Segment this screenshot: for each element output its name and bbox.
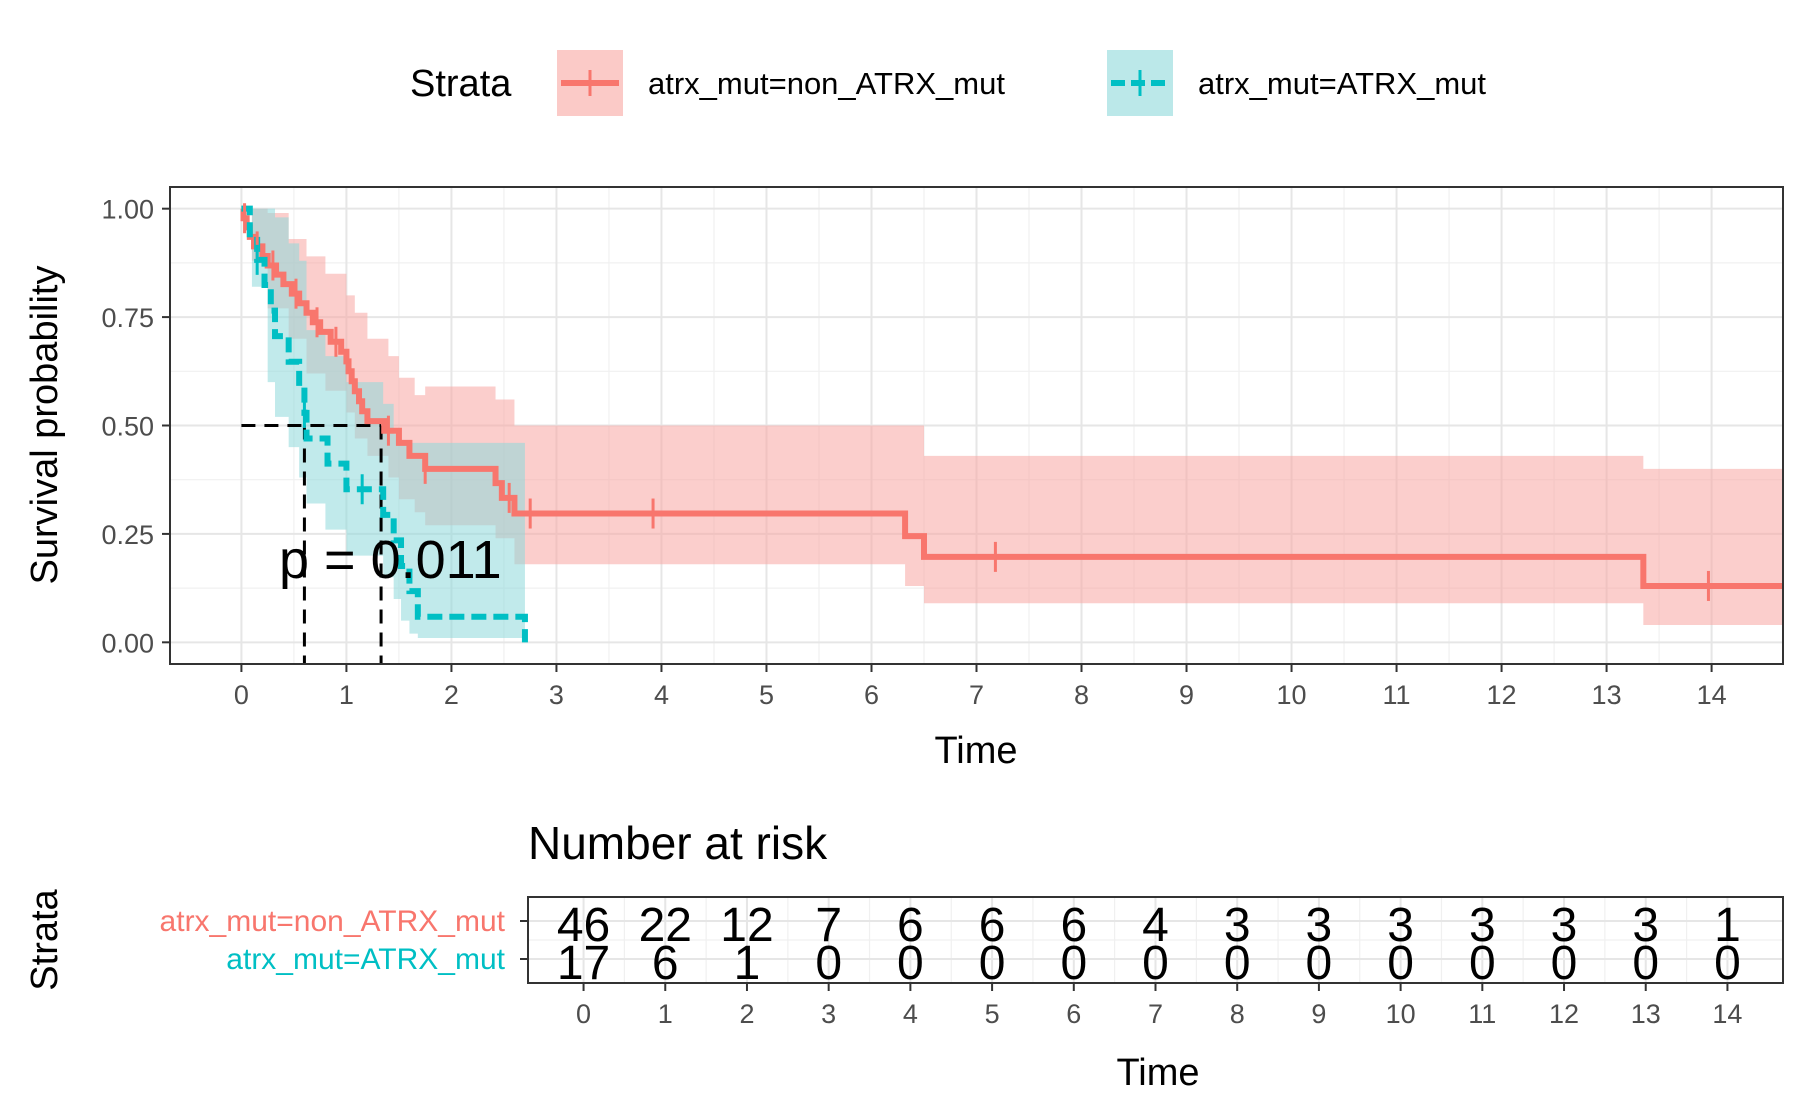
y-axis: 0.00 0.25 0.50 0.75 1.00 xyxy=(101,195,170,658)
censor-marks xyxy=(243,203,1710,601)
risk-value: 0 xyxy=(1387,937,1414,990)
confidence-band-non-atrx xyxy=(241,208,1784,625)
legend-title: Strata xyxy=(410,63,512,105)
risk-value: 12 xyxy=(720,899,773,952)
risk-value: 3 xyxy=(1306,899,1333,952)
x-tick-label: 10 xyxy=(1277,680,1307,710)
risk-x-tick-label: 11 xyxy=(1468,999,1496,1029)
risk-value: 3 xyxy=(1387,899,1414,952)
x-tick-label: 0 xyxy=(234,680,249,710)
risk-value: 0 xyxy=(979,937,1006,990)
risk-x-tick-label: 5 xyxy=(985,999,1000,1029)
risk-x-tick-label: 1 xyxy=(658,999,673,1029)
risk-x-tick-label: 2 xyxy=(739,999,754,1029)
risk-x-tick-label: 13 xyxy=(1631,999,1661,1029)
risk-value: 3 xyxy=(1551,899,1578,952)
x-tick-label: 5 xyxy=(759,680,774,710)
y-axis-title: Survival probability xyxy=(24,266,66,585)
x-axis-title: Time xyxy=(934,730,1017,772)
x-tick-label: 13 xyxy=(1592,680,1622,710)
risk-x-tick-label: 4 xyxy=(903,999,918,1029)
x-tick-label: 8 xyxy=(1074,680,1089,710)
median-survival-lines xyxy=(241,424,383,664)
risk-value: 3 xyxy=(1469,899,1496,952)
x-tick-label: 12 xyxy=(1487,680,1517,710)
risk-x-tick-label: 9 xyxy=(1311,999,1326,1029)
risk-row-label-atrx: atrx_mut=ATRX_mut xyxy=(226,943,505,976)
risk-value: 0 xyxy=(1060,937,1087,990)
risk-value: 0 xyxy=(1714,937,1741,990)
risk-value: 1 xyxy=(1714,899,1741,952)
y-tick-label: 0.50 xyxy=(101,412,154,442)
y-tick-label: 1.00 xyxy=(101,195,154,225)
x-tick-label: 1 xyxy=(339,680,354,710)
risk-value: 0 xyxy=(1306,937,1333,990)
y-tick-label: 0.75 xyxy=(101,303,154,333)
risk-x-tick-label: 12 xyxy=(1549,999,1579,1029)
legend-label-non-atrx: atrx_mut=non_ATRX_mut xyxy=(648,66,1005,101)
risk-value: 0 xyxy=(1551,937,1578,990)
risk-value: 3 xyxy=(1632,899,1659,952)
survival-curves xyxy=(240,205,1783,643)
risk-x-tick-label: 6 xyxy=(1066,999,1081,1029)
risk-x-tick-label: 3 xyxy=(821,999,836,1029)
risk-value: 46 xyxy=(557,899,610,952)
risk-row-label-non-atrx: atrx_mut=non_ATRX_mut xyxy=(160,905,506,938)
risk-x-tick-label: 7 xyxy=(1148,999,1163,1029)
y-tick-label: 0.00 xyxy=(101,628,154,658)
risk-value: 0 xyxy=(1469,937,1496,990)
p-value-annotation: p = 0.011 xyxy=(279,530,502,590)
risk-table-y-axis-title: Strata xyxy=(24,888,66,990)
risk-x-tick-label: 0 xyxy=(576,999,591,1029)
risk-value: 0 xyxy=(897,937,924,990)
x-tick-label: 4 xyxy=(654,680,669,710)
x-tick-label: 7 xyxy=(969,680,984,710)
y-tick-label: 0.25 xyxy=(101,520,154,550)
risk-value: 22 xyxy=(639,899,692,952)
risk-value: 6 xyxy=(979,899,1006,952)
risk-value: 7 xyxy=(815,899,842,952)
x-tick-label: 3 xyxy=(549,680,564,710)
x-tick-label: 14 xyxy=(1697,680,1727,710)
legend: Strata atrx_mut=non_ATRX_mut atrx_mut=AT… xyxy=(410,50,1486,116)
risk-value: 6 xyxy=(652,937,679,990)
risk-value: 0 xyxy=(815,937,842,990)
risk-value: 0 xyxy=(1632,937,1659,990)
risk-table: Number at risk 46 22 12 7 6 6 6 4 3 3 3 3 3 3 117 6 1 0 0 0… xyxy=(24,817,1784,1094)
risk-value: 6 xyxy=(1060,899,1087,952)
risk-table-title: Number at risk xyxy=(528,817,828,869)
survival-curve-atrx xyxy=(241,205,528,643)
risk-value: 4 xyxy=(1142,899,1169,952)
x-axis: 0 1 2 3 4 5 6 7 8 9 10 11 12 13 14 xyxy=(234,664,1727,710)
risk-table-grid xyxy=(528,897,1783,983)
risk-x-tick-label: 10 xyxy=(1386,999,1416,1029)
risk-x-tick-label: 14 xyxy=(1712,999,1742,1029)
x-tick-label: 2 xyxy=(444,680,459,710)
risk-value: 3 xyxy=(1224,899,1251,952)
risk-table-values: 46 22 12 7 6 6 6 4 3 3 3 3 3 3 117 6 1 0 0 0 0 0 0 0 0 0 0 0 0 xyxy=(557,899,1741,990)
x-tick-label: 6 xyxy=(864,680,879,710)
x-tick-label: 9 xyxy=(1179,680,1194,710)
risk-value: 1 xyxy=(734,937,761,990)
risk-value: 0 xyxy=(1142,937,1169,990)
survival-curve-non-atrx xyxy=(240,205,1783,589)
risk-value: 0 xyxy=(1224,937,1251,990)
risk-table-x-axis: 0 1 2 3 4 5 6 7 8 9 10 11 12 13 14 xyxy=(576,983,1742,1029)
legend-label-atrx: atrx_mut=ATRX_mut xyxy=(1198,66,1486,101)
risk-value: 6 xyxy=(897,899,924,952)
x-tick-label: 11 xyxy=(1383,680,1411,710)
risk-value: 17 xyxy=(557,937,610,990)
risk-table-x-axis-title: Time xyxy=(1116,1052,1199,1094)
risk-x-tick-label: 8 xyxy=(1230,999,1245,1029)
